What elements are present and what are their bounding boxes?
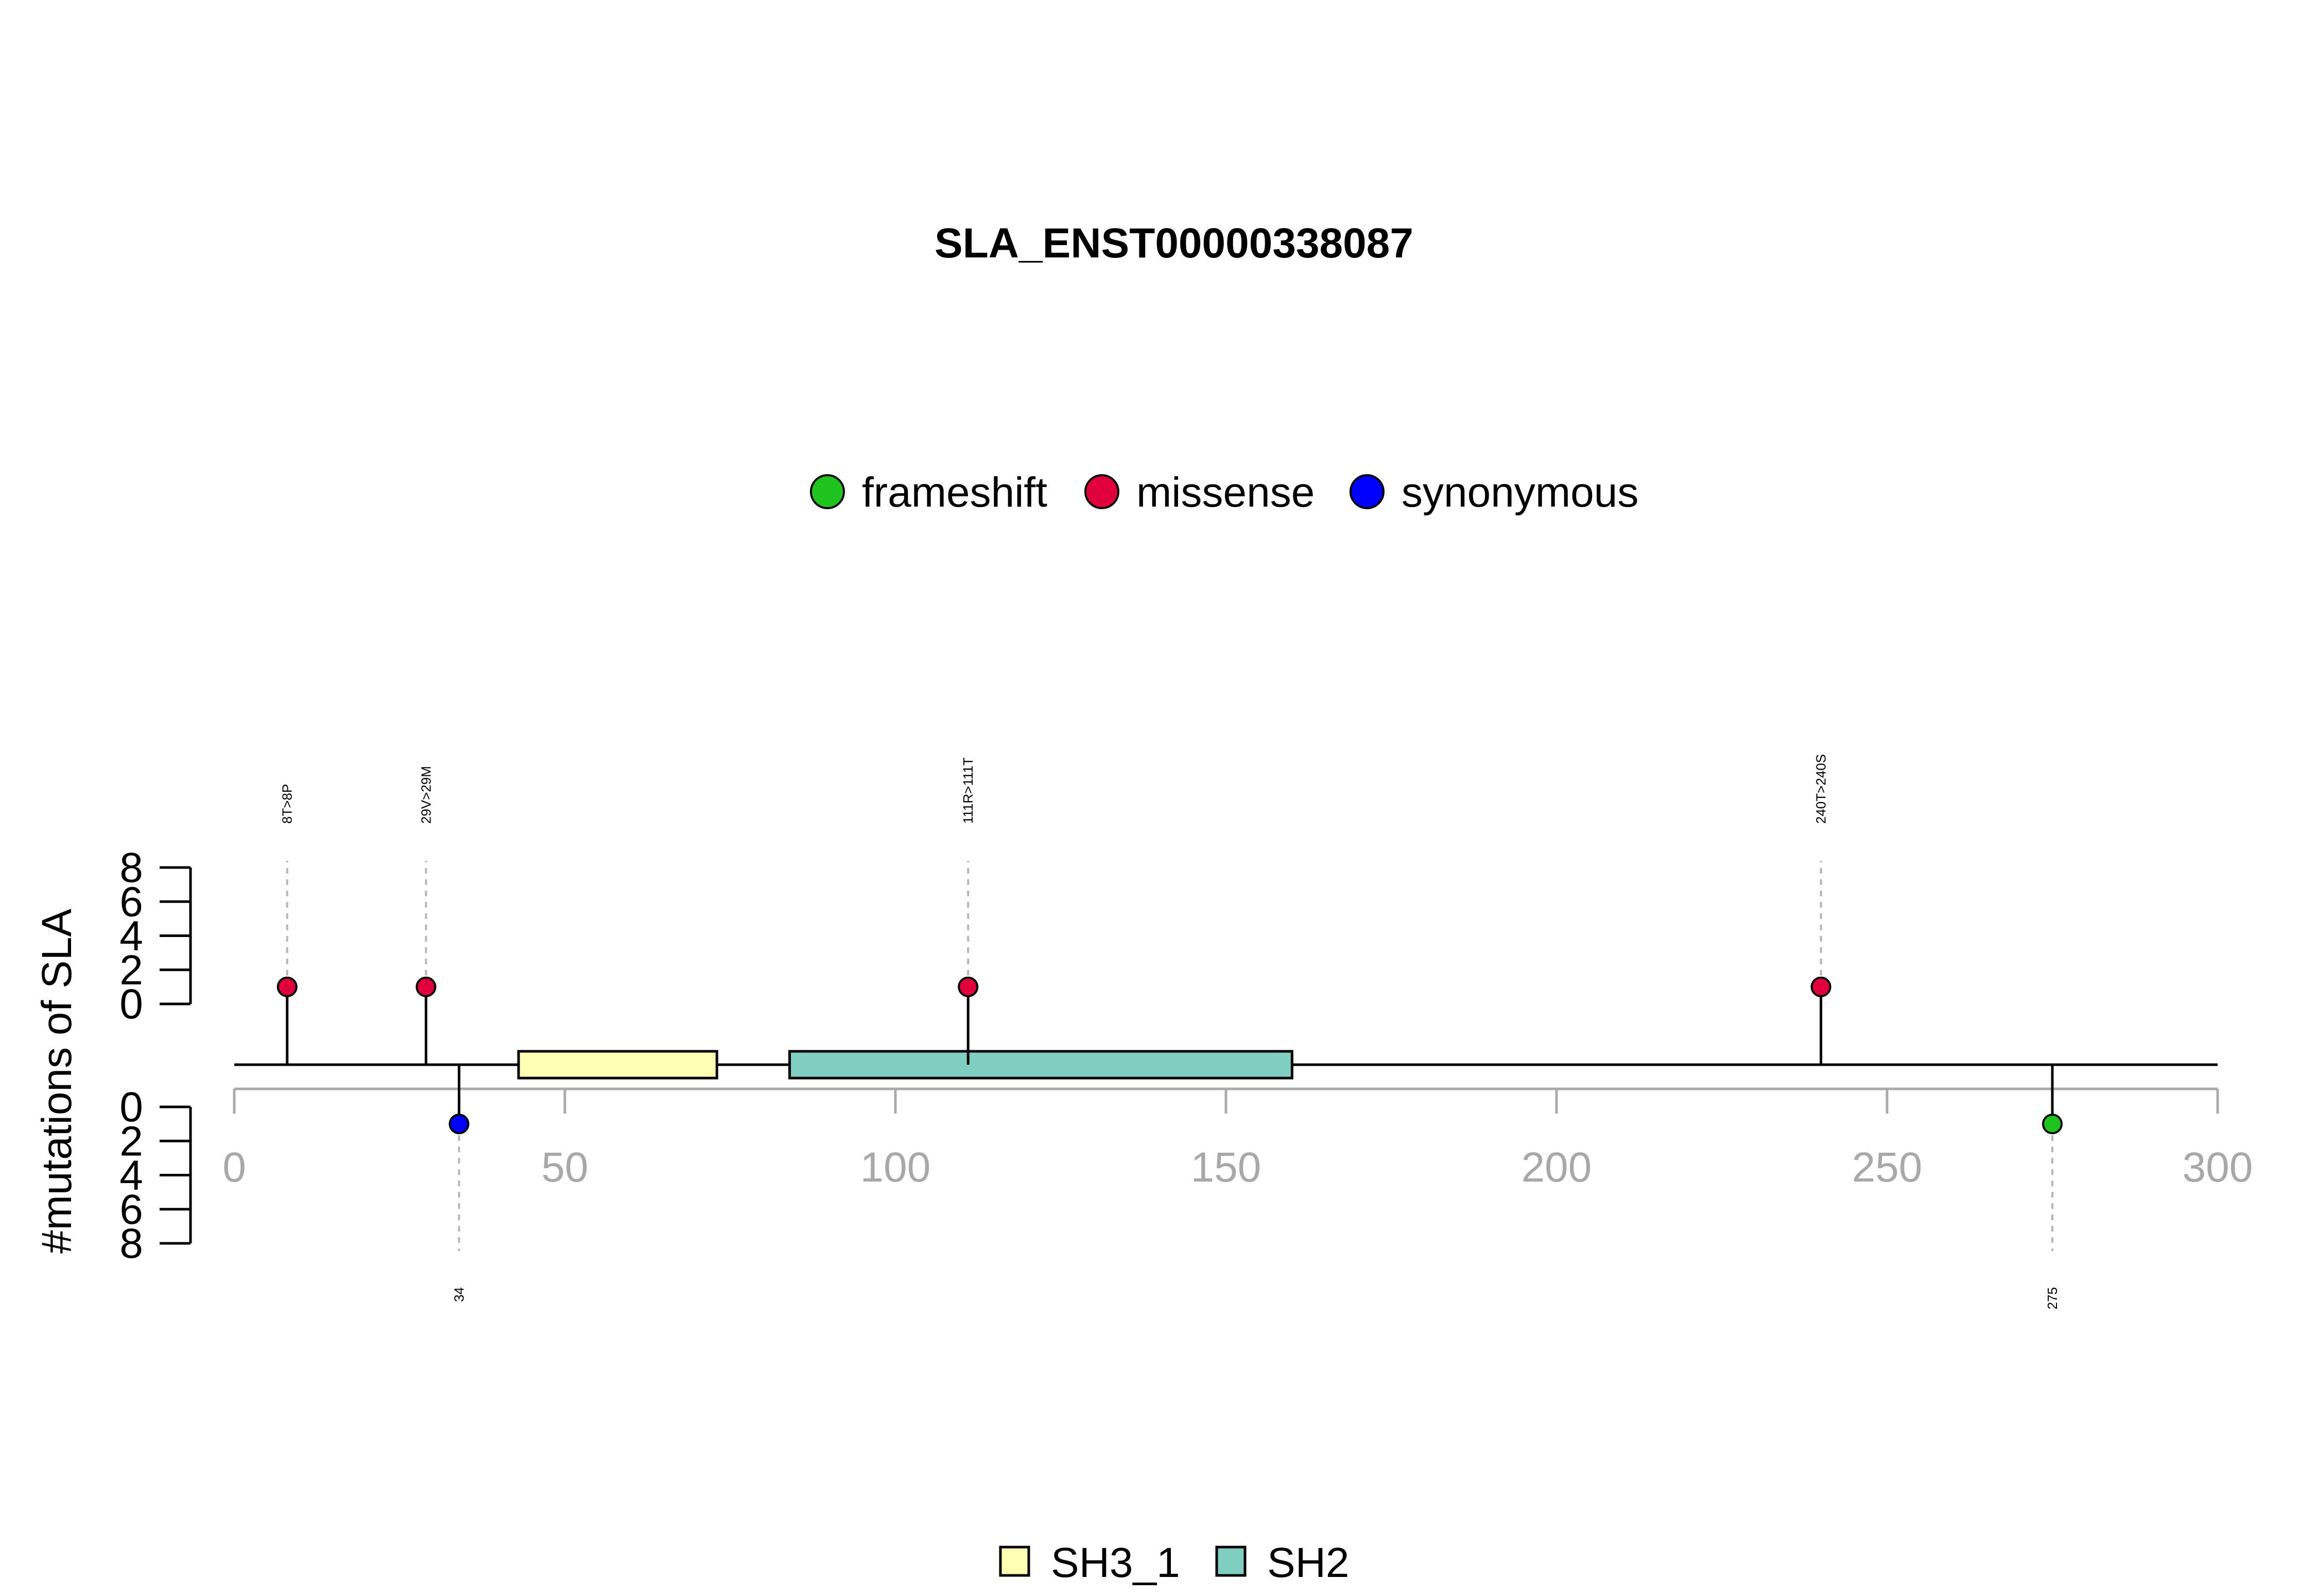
y-tick-label-upper: 0 <box>119 981 143 1028</box>
legend-swatch-frameshift <box>810 474 845 509</box>
lollipop-head-synonymous <box>448 1114 470 1135</box>
legend-label-synonymous: synonymous <box>1402 469 1638 516</box>
y-tick-label-upper: 6 <box>119 878 143 925</box>
mutation-type-legend: frameshift missense synonymous <box>810 469 1638 516</box>
x-axis: 0 50 100 150 200 250 300 <box>222 1087 2253 1191</box>
legend-label-SH3_1: SH3_1 <box>1051 1539 1180 1586</box>
x-tick-label: 300 <box>2183 1144 2253 1191</box>
y-tick-label-lower: 8 <box>119 1220 143 1267</box>
domain-legend: SH3_1 SH2 <box>999 1539 1350 1586</box>
lollipop-head-frameshift <box>2042 1114 2063 1135</box>
y-axis-title-group: #mutations of SLA <box>33 909 80 1254</box>
y-tick-label-lower: 4 <box>119 1152 143 1199</box>
lollipop-head-missense <box>958 976 979 997</box>
y-tick-label-lower: 6 <box>119 1186 143 1233</box>
legend-swatch-SH2 <box>1215 1546 1247 1577</box>
lollipops-below: 34 275 <box>448 1065 2063 1309</box>
mutation-label: 240T>240S <box>1813 754 1829 824</box>
mutation-label: 275 <box>2045 1287 2060 1309</box>
x-tick-label: 50 <box>541 1144 588 1191</box>
legend-swatch-missense <box>1084 474 1119 509</box>
lollipop-head-missense <box>1810 976 1831 997</box>
mutation-label: 8T>8P <box>280 784 295 824</box>
lollipop-head-missense <box>416 976 437 997</box>
chart-title: SLA_ENST00000338087 <box>935 220 1413 267</box>
y-tick-label-lower: 0 <box>119 1084 143 1131</box>
x-tick-label: 150 <box>1191 1144 1261 1191</box>
legend-label-frameshift: frameshift <box>862 469 1047 516</box>
mutation-label: 29V>29M <box>418 766 434 824</box>
domain-SH2 <box>788 1050 1293 1080</box>
x-tick-label: 100 <box>860 1144 931 1191</box>
domain-boxes <box>517 1050 1293 1080</box>
lollipops-above: 8T>8P 29V>29M 111R>111T 240T>240S <box>276 754 1831 1065</box>
y-axis-title: #mutations of SLA <box>33 909 80 1254</box>
x-tick-label: 250 <box>1852 1144 1923 1191</box>
y-tick-label-upper: 4 <box>119 913 143 960</box>
legend-label-missense: missense <box>1136 469 1315 516</box>
mutation-label: 111R>111T <box>960 757 976 824</box>
x-tick-label: 200 <box>1521 1144 1592 1191</box>
legend-swatch-SH3_1 <box>999 1546 1030 1577</box>
lollipop-head-missense <box>276 976 298 997</box>
domain-SH3_1 <box>517 1050 718 1080</box>
y-tick-label-lower: 2 <box>119 1118 143 1165</box>
y-tick-label-upper: 2 <box>119 947 143 994</box>
legend-label-SH2: SH2 <box>1267 1539 1350 1586</box>
x-tick-label: 0 <box>222 1144 246 1191</box>
mutation-label: 34 <box>452 1287 467 1302</box>
y-tick-label-upper: 8 <box>119 844 143 891</box>
legend-swatch-synonymous <box>1350 474 1385 509</box>
